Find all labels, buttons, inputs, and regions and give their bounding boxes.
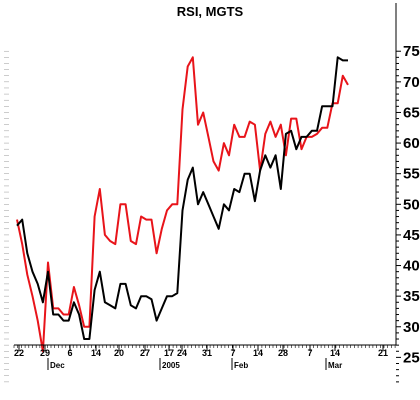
y-tick-label: 30 — [403, 319, 420, 336]
series-line-1 — [16, 56, 349, 353]
month-label: Feb — [234, 361, 248, 370]
x-tick-label: 28 — [278, 348, 288, 358]
y-tick-label: 35 — [403, 288, 420, 305]
x-tick-label: 17 — [164, 348, 174, 358]
x-tick-label: 7 — [307, 348, 312, 358]
plot-area — [14, 3, 396, 345]
x-tick-label: 14 — [91, 348, 101, 358]
x-tick-label: 14 — [253, 348, 263, 358]
y-tick-label: 60 — [403, 135, 420, 152]
x-tick-label: 20 — [114, 348, 124, 358]
x-tick-label: 14 — [330, 348, 340, 358]
month-label: Mar — [328, 361, 342, 370]
chart-title: RSI, MGTS — [177, 4, 244, 19]
left-axis-ticks — [4, 50, 9, 383]
right-axis: 25 30 35 40 45 50 55 60 65 70 75 — [395, 3, 420, 383]
y-tick-label: 25 — [403, 349, 420, 366]
series-layer — [16, 56, 349, 353]
x-tick-label: 24 — [177, 348, 187, 358]
y-tick-label: 75 — [403, 43, 420, 60]
series-line-2 — [16, 56, 348, 340]
y-tick-label: 70 — [403, 74, 420, 91]
y-tick-label: 45 — [403, 227, 420, 244]
x-tick-label: 29 — [40, 348, 50, 358]
x-tick-label: 6 — [67, 348, 72, 358]
x-tick-label: 22 — [14, 348, 24, 358]
x-tick-label: 21 — [378, 348, 388, 358]
y-tick-label: 55 — [403, 166, 420, 183]
x-tick-label: 7 — [230, 348, 235, 358]
month-label: Dec — [50, 361, 65, 370]
y-tick-label: 65 — [403, 104, 420, 121]
x-tick-label: 27 — [140, 348, 150, 358]
x-tick-label: 31 — [202, 348, 212, 358]
month-label: 2005 — [162, 361, 180, 370]
y-tick-label: 40 — [403, 258, 420, 275]
y-tick-label: 50 — [403, 196, 420, 213]
x-axis: 22 29 6 14 20 27 17 24 31 7 14 28 7 14 21 Dec 2005 Feb Mar — [13, 345, 396, 370]
